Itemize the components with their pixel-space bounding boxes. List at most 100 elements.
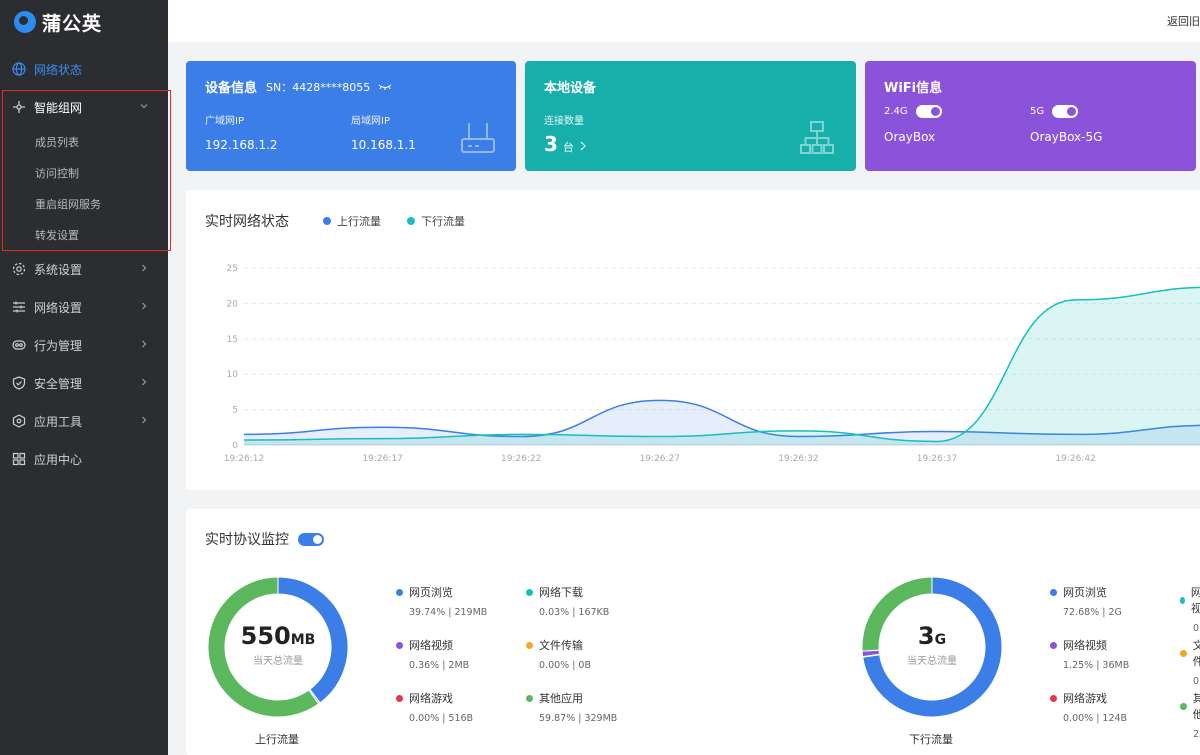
protocol-item-name: 文件	[1180, 637, 1200, 669]
protocol-item-label: 网页浏览	[1063, 586, 1107, 599]
protocol-monitor-panel: 实时协议监控 550MB 当天总流量 上行流量 网页浏览 39.74% | 219…	[186, 509, 1200, 755]
download-total-sub: 当天总流量	[907, 656, 957, 667]
protocol-item-name: 网页浏览	[396, 584, 487, 600]
protocol-dot	[526, 694, 533, 702]
sidebar-subitem-restart-service[interactable]: 重启组网服务	[35, 197, 101, 211]
protocol-dot	[396, 588, 403, 596]
gear-icon	[12, 262, 26, 276]
sidebar-item-app-tools[interactable]: 应用工具	[0, 402, 168, 440]
legend-download[interactable]: 下行流量	[407, 213, 465, 229]
y-tick-label: 20	[227, 299, 239, 309]
protocol-item-name: 网络游戏	[396, 690, 473, 706]
protocol-item-name: 网络视频	[396, 637, 469, 653]
protocol-monitor-toggle[interactable]	[298, 532, 324, 546]
sidebar-subitem-members[interactable]: 成员列表	[35, 135, 79, 149]
upload-donut-chart	[207, 576, 349, 718]
protocol-item-label: 网页浏览	[409, 586, 453, 599]
eye-closed-icon[interactable]	[378, 82, 392, 92]
apps-grid-icon	[12, 452, 26, 466]
protocol-item: 其他应用 59.87% | 329MB	[526, 690, 617, 724]
chevron-right-icon	[138, 414, 150, 426]
band-5g-label: 5G	[1030, 106, 1045, 117]
protocol-item-stat: 39.74% | 219MB	[409, 607, 488, 618]
sidebar-item-network-status[interactable]: 网络状态	[0, 50, 168, 88]
wifi-24g-toggle[interactable]	[915, 105, 942, 118]
protocol-item-name: 网络视	[1180, 584, 1200, 616]
protocol-dot	[526, 641, 533, 649]
protocol-dot	[1050, 588, 1057, 596]
protocol-item: 网络游戏 0.00% | 516B	[396, 690, 473, 724]
protocol-item-label: 网络视频	[1063, 639, 1107, 652]
behavior-icon	[12, 338, 26, 352]
download-donut-chart	[861, 576, 1003, 718]
sidebar-item-label: 应用工具	[34, 414, 83, 429]
sidebar-item-app-center[interactable]: 应用中心	[0, 440, 168, 478]
logo-icon	[14, 11, 36, 33]
protocol-item-stat: 25.9	[1193, 729, 1200, 740]
app-logo[interactable]: 蒲公英	[0, 0, 168, 44]
x-tick-label: 19:26:42	[1055, 454, 1095, 464]
protocol-item: 其他 25.9	[1180, 690, 1200, 740]
local-device-card[interactable]: 本地设备 连接数量 3 台	[525, 61, 856, 171]
upload-total-unit: MB	[290, 632, 316, 648]
wifi-info-title: WiFi信息	[884, 81, 943, 96]
protocol-item-stat: 0.14	[1193, 623, 1200, 634]
wifi-5g-toggle[interactable]	[1052, 105, 1079, 118]
protocol-item: 网络下载 0.03% | 167KB	[526, 584, 609, 618]
chevron-right-icon	[138, 262, 150, 274]
protocol-item-name: 网络视频	[1050, 637, 1129, 653]
protocol-item-label: 网络游戏	[409, 692, 453, 705]
protocol-item: 网络游戏 0.00% | 124B	[1050, 690, 1127, 724]
sidebar-item-label: 应用中心	[34, 452, 83, 467]
x-tick-label: 19:26:32	[778, 454, 818, 464]
back-to-old-version-link[interactable]: 返回旧	[1167, 15, 1200, 28]
protocol-dot	[526, 588, 533, 596]
protocol-item-name: 其他	[1180, 690, 1200, 722]
sidebar-item-label: 智能组网	[34, 100, 83, 115]
protocol-item-stat: 0.00	[1193, 676, 1200, 687]
sidebar-item-system-settings[interactable]: 系统设置	[0, 250, 168, 288]
sidebar-item-behavior-management[interactable]: 行为管理	[0, 326, 168, 364]
protocol-dot	[396, 641, 403, 649]
protocol-item-name: 网页浏览	[1050, 584, 1122, 600]
donut-slice	[862, 576, 1003, 718]
protocol-item: 网页浏览 39.74% | 219MB	[396, 584, 487, 618]
protocol-item-stat: 0.00% | 124B	[1063, 713, 1128, 724]
legend-upload[interactable]: 上行流量	[323, 213, 381, 229]
app-name: 蒲公英	[42, 12, 103, 35]
series-line	[243, 286, 1200, 443]
sidebar-item-smart-network[interactable]: 智能组网	[0, 88, 168, 126]
protocol-dot	[1050, 641, 1057, 649]
y-tick-label: 15	[227, 335, 238, 345]
globe-icon	[12, 62, 26, 76]
download-total: 3G 当天总流量	[882, 622, 982, 667]
series-line	[243, 399, 1200, 438]
legend-dot-upload	[323, 217, 331, 225]
protocol-item-name: 其他应用	[526, 690, 617, 706]
device-info-title: 设备信息	[205, 81, 258, 96]
x-tick-label: 19:26:12	[224, 454, 264, 464]
download-caption: 下行流量	[909, 733, 953, 746]
protocol-item-label: 网络下载	[539, 586, 583, 599]
local-device-title: 本地设备	[544, 81, 597, 96]
sidebar-subitem-forwarding[interactable]: 转发设置	[35, 228, 79, 242]
protocol-item: 文件传输 0.00% | 0B	[526, 637, 591, 671]
protocol-item-name: 文件传输	[526, 637, 591, 653]
protocol-item-stat: 1.25% | 36MB	[1063, 660, 1130, 671]
chevron-right-icon	[138, 338, 150, 350]
protocol-item-label: 网络视	[1190, 586, 1200, 615]
sidebar-item-label: 系统设置	[34, 262, 83, 277]
protocol-item-name: 网络下载	[526, 584, 609, 600]
x-tick-label: 19:26:37	[917, 454, 957, 464]
sidebar-item-security-management[interactable]: 安全管理	[0, 364, 168, 402]
protocol-item-name: 网络游戏	[1050, 690, 1127, 706]
upload-caption: 上行流量	[255, 733, 299, 746]
protocol-monitor-title: 实时协议监控	[205, 532, 289, 548]
upload-total: 550MB 当天总流量	[228, 622, 328, 667]
protocol-item-label: 文件	[1192, 639, 1200, 668]
sidebar-item-network-settings[interactable]: 网络设置	[0, 288, 168, 326]
y-tick-label: 5	[232, 406, 238, 416]
sidebar-subitem-access-control[interactable]: 访问控制	[35, 166, 79, 180]
protocol-dot	[1180, 596, 1185, 604]
y-tick-label: 0	[232, 441, 238, 451]
